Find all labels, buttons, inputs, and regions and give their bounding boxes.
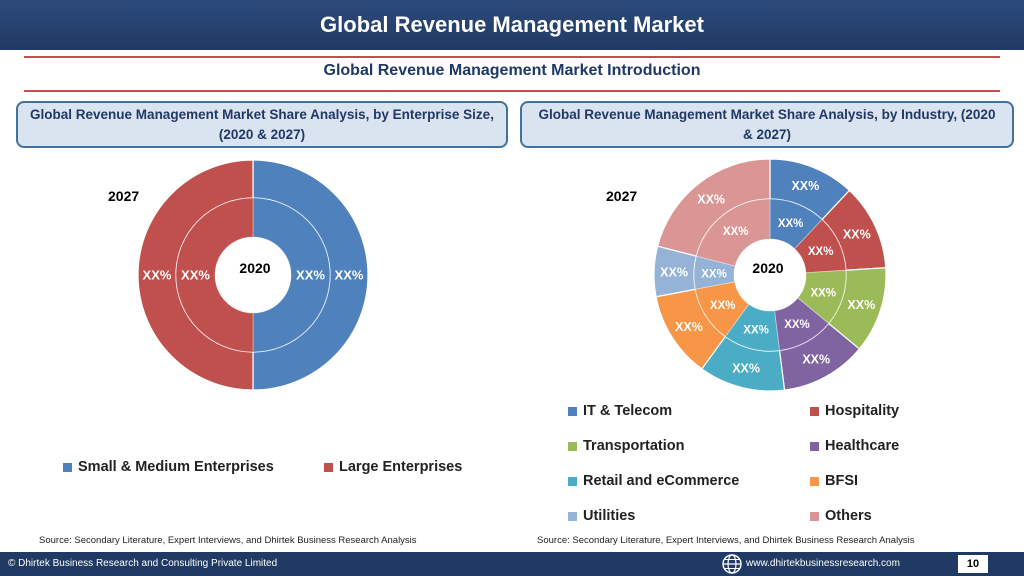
legend-label: Healthcare [825, 438, 900, 454]
globe-icon [721, 553, 743, 575]
legend-item: Others [810, 508, 872, 524]
donut-hole [215, 237, 291, 313]
outer-ring-data-label-5: XX% [675, 320, 703, 334]
legend-swatch [810, 511, 819, 521]
page-title: Global Revenue Management Market [320, 12, 704, 37]
inner-ring-data-label-0: XX% [296, 268, 325, 283]
legend-item: Small & Medium Enterprises [63, 459, 274, 475]
legend-label: Retail and eCommerce [583, 473, 740, 489]
outer-ring-data-label-0: XX% [791, 179, 819, 193]
inner-ring-data-label-3: XX% [784, 319, 810, 331]
outer-ring-data-label-0: XX% [335, 268, 364, 283]
outer-ring-data-label-7: XX% [697, 193, 725, 207]
inner-ring-data-label-6: XX% [701, 268, 727, 280]
legend-swatch [568, 406, 577, 416]
left-source-note: Source: Secondary Literature, Expert Int… [39, 535, 417, 546]
legend-label: Small & Medium Enterprises [78, 459, 274, 475]
inner-ring-data-label-7: XX% [723, 226, 749, 238]
outer-ring-data-label-1: XX% [143, 268, 172, 283]
right-source-note: Source: Secondary Literature, Expert Int… [537, 535, 915, 546]
top-divider [24, 56, 1000, 58]
outer-ring-data-label-1: XX% [843, 228, 871, 242]
legend-item: Retail and eCommerce [568, 473, 739, 489]
page-number: 10 [958, 555, 988, 573]
enterprise-size-donut-chart: XX% XX% XX% XX% 2020 [137, 159, 369, 391]
legend-item: Large Enterprises [324, 459, 462, 475]
inner-ring-data-label-2: XX% [810, 287, 836, 299]
legend-item: BFSI [810, 473, 858, 489]
legend-item: Transportation [568, 438, 685, 454]
legend-item: Healthcare [810, 438, 899, 454]
inner-ring-year-label: 2020 [239, 260, 270, 276]
legend-label: Utilities [583, 508, 636, 524]
left-panel-title: Global Revenue Management Market Share A… [16, 101, 508, 148]
inner-ring-slice-7 [695, 198, 771, 267]
legend-label: Transportation [583, 438, 685, 454]
legend-item: IT & Telecom [568, 403, 672, 419]
inner-ring-year-label: 2020 [752, 260, 783, 276]
bottom-divider [24, 90, 1000, 92]
legend-item: Utilities [568, 508, 635, 524]
legend-label: Others [825, 508, 872, 524]
legend-swatch [63, 462, 72, 472]
inner-ring-data-label-1: XX% [181, 268, 210, 283]
left-outer-ring-label: 2027 [108, 188, 140, 204]
header-bar: Global Revenue Management Market [0, 0, 1024, 50]
right-panel-title: Global Revenue Management Market Share A… [520, 101, 1014, 148]
copyright-text: © Dhirtek Business Research and Consulti… [8, 558, 278, 569]
outer-ring-data-label-3: XX% [802, 353, 830, 367]
inner-ring-data-label-0: XX% [778, 218, 804, 230]
outer-ring-data-label-4: XX% [732, 361, 760, 375]
legend-item: Hospitality [810, 403, 899, 419]
donut-hole [734, 239, 806, 311]
footer-bar: © Dhirtek Business Research and Consulti… [0, 552, 1024, 576]
section-subtitle: Global Revenue Management Market Introdu… [323, 62, 701, 79]
legend-swatch [568, 511, 577, 521]
website-link[interactable]: www.dhirtekbusinessresearch.com [746, 558, 900, 569]
legend-swatch [810, 406, 819, 416]
inner-ring-data-label-5: XX% [710, 300, 736, 312]
inner-ring-data-label-4: XX% [743, 324, 769, 336]
outer-ring-data-label-6: XX% [660, 265, 688, 279]
inner-ring-data-label-1: XX% [808, 246, 834, 258]
legend-swatch [568, 476, 577, 486]
right-outer-ring-label: 2027 [606, 188, 638, 204]
industry-donut-chart: XX% XX% XX% XX% XX% XX% XX% XX% XX% XX% XX% XX% XX% X… [653, 158, 887, 392]
legend-label: Hospitality [825, 403, 900, 419]
legend-swatch [810, 476, 819, 486]
left-panel-title-text: Global Revenue Management Market Share A… [30, 106, 494, 142]
legend-label: IT & Telecom [583, 403, 673, 419]
legend-label: Large Enterprises [339, 459, 463, 475]
legend-swatch [568, 441, 577, 451]
right-panel-title-text: Global Revenue Management Market Share A… [538, 106, 996, 142]
legend-swatch [324, 462, 333, 472]
outer-ring-data-label-2: XX% [847, 298, 875, 312]
legend-swatch [810, 441, 819, 451]
legend-label: BFSI [825, 473, 859, 489]
